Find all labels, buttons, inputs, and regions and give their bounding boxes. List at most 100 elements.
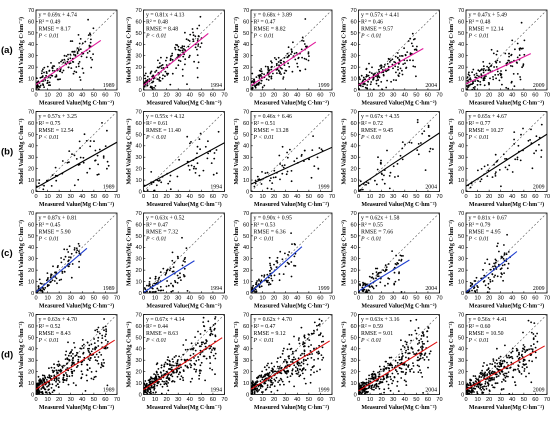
data-point	[258, 75, 261, 77]
data-point	[516, 156, 519, 159]
data-point	[313, 348, 315, 350]
data-point	[47, 84, 50, 86]
data-point	[387, 277, 390, 280]
data-point	[481, 372, 484, 375]
data-point	[505, 69, 507, 72]
data-point	[423, 358, 426, 361]
data-point	[290, 361, 292, 363]
data-point	[254, 179, 257, 182]
y-tick-label: 20	[458, 370, 464, 376]
data-point	[153, 378, 156, 381]
y-tick-label: 70	[458, 8, 464, 14]
data-point	[268, 281, 270, 284]
data-point	[476, 79, 479, 82]
data-point	[98, 148, 101, 151]
data-point	[379, 161, 382, 164]
data-point	[360, 392, 363, 395]
data-point	[66, 60, 69, 63]
data-point	[271, 61, 273, 64]
data-point	[498, 365, 501, 368]
data-point	[389, 61, 391, 63]
y-tick-label: 50	[243, 31, 249, 37]
data-point	[150, 171, 153, 173]
x-axis-label: Measured Value(Mg C·hm⁻²)	[361, 404, 436, 411]
data-point	[362, 290, 364, 293]
data-point	[293, 385, 295, 388]
data-point	[90, 350, 93, 353]
data-point	[146, 389, 148, 391]
data-point	[187, 39, 190, 41]
x-tick-label: 30	[390, 397, 396, 403]
data-point	[290, 53, 292, 55]
y-tick-label: 20	[28, 65, 34, 71]
data-point	[387, 376, 389, 378]
data-point	[322, 356, 325, 359]
data-point	[149, 392, 152, 394]
data-point	[484, 69, 487, 72]
data-point	[282, 273, 285, 275]
data-point	[505, 372, 508, 375]
data-point	[282, 166, 285, 169]
data-point	[527, 139, 530, 142]
data-point	[268, 375, 270, 377]
data-point	[421, 353, 423, 355]
data-point	[270, 381, 273, 384]
data-point	[57, 365, 60, 368]
data-point	[270, 60, 272, 63]
data-point	[82, 161, 85, 164]
data-point	[514, 48, 516, 51]
data-point	[260, 385, 262, 388]
data-point	[181, 75, 184, 77]
x-tick-label: 60	[532, 194, 538, 200]
data-point	[382, 377, 385, 379]
data-point	[38, 179, 41, 181]
data-point	[199, 349, 202, 352]
data-point	[488, 263, 491, 266]
data-point	[535, 135, 538, 138]
x-tick-label: 0	[249, 296, 252, 302]
data-point	[386, 149, 388, 152]
x-tick-label: 10	[474, 93, 480, 99]
data-point	[158, 62, 161, 64]
data-point	[516, 62, 518, 64]
fit-line	[36, 339, 115, 390]
data-point	[171, 368, 173, 371]
data-point	[67, 260, 70, 262]
data-point	[427, 366, 429, 369]
x-tick-label: 60	[210, 93, 216, 99]
data-point	[362, 388, 365, 391]
stat-rmse: RMSE = 8.17	[39, 27, 71, 33]
x-tick-label: 10	[44, 93, 50, 99]
x-tick-label: 20	[379, 93, 385, 99]
data-point	[203, 325, 206, 328]
data-point	[387, 383, 390, 386]
data-point	[83, 343, 85, 346]
stat-eq: y = 0.67x + 4.14	[146, 317, 185, 323]
data-point	[39, 282, 42, 285]
data-point	[276, 256, 279, 259]
data-point	[483, 165, 486, 168]
data-point	[405, 356, 407, 359]
data-point	[162, 289, 165, 292]
data-point	[177, 257, 179, 259]
data-point	[412, 371, 415, 373]
data-point	[205, 339, 208, 341]
data-point	[265, 279, 268, 282]
y-tick-label: 20	[350, 370, 356, 376]
data-point	[170, 366, 173, 369]
one-to-one-line	[465, 314, 548, 395]
data-point	[415, 337, 418, 340]
data-point	[308, 333, 310, 336]
data-point	[153, 282, 156, 285]
data-point	[510, 361, 513, 364]
data-point	[209, 357, 211, 359]
stat-eq: y = 0.67x + 4.35	[361, 114, 400, 120]
data-point	[75, 384, 77, 387]
data-point	[266, 171, 269, 174]
year-label: 2004	[425, 185, 437, 191]
data-point	[177, 59, 180, 62]
data-point	[362, 381, 364, 384]
data-point	[143, 382, 146, 385]
data-point	[293, 264, 295, 267]
data-point	[267, 279, 269, 282]
